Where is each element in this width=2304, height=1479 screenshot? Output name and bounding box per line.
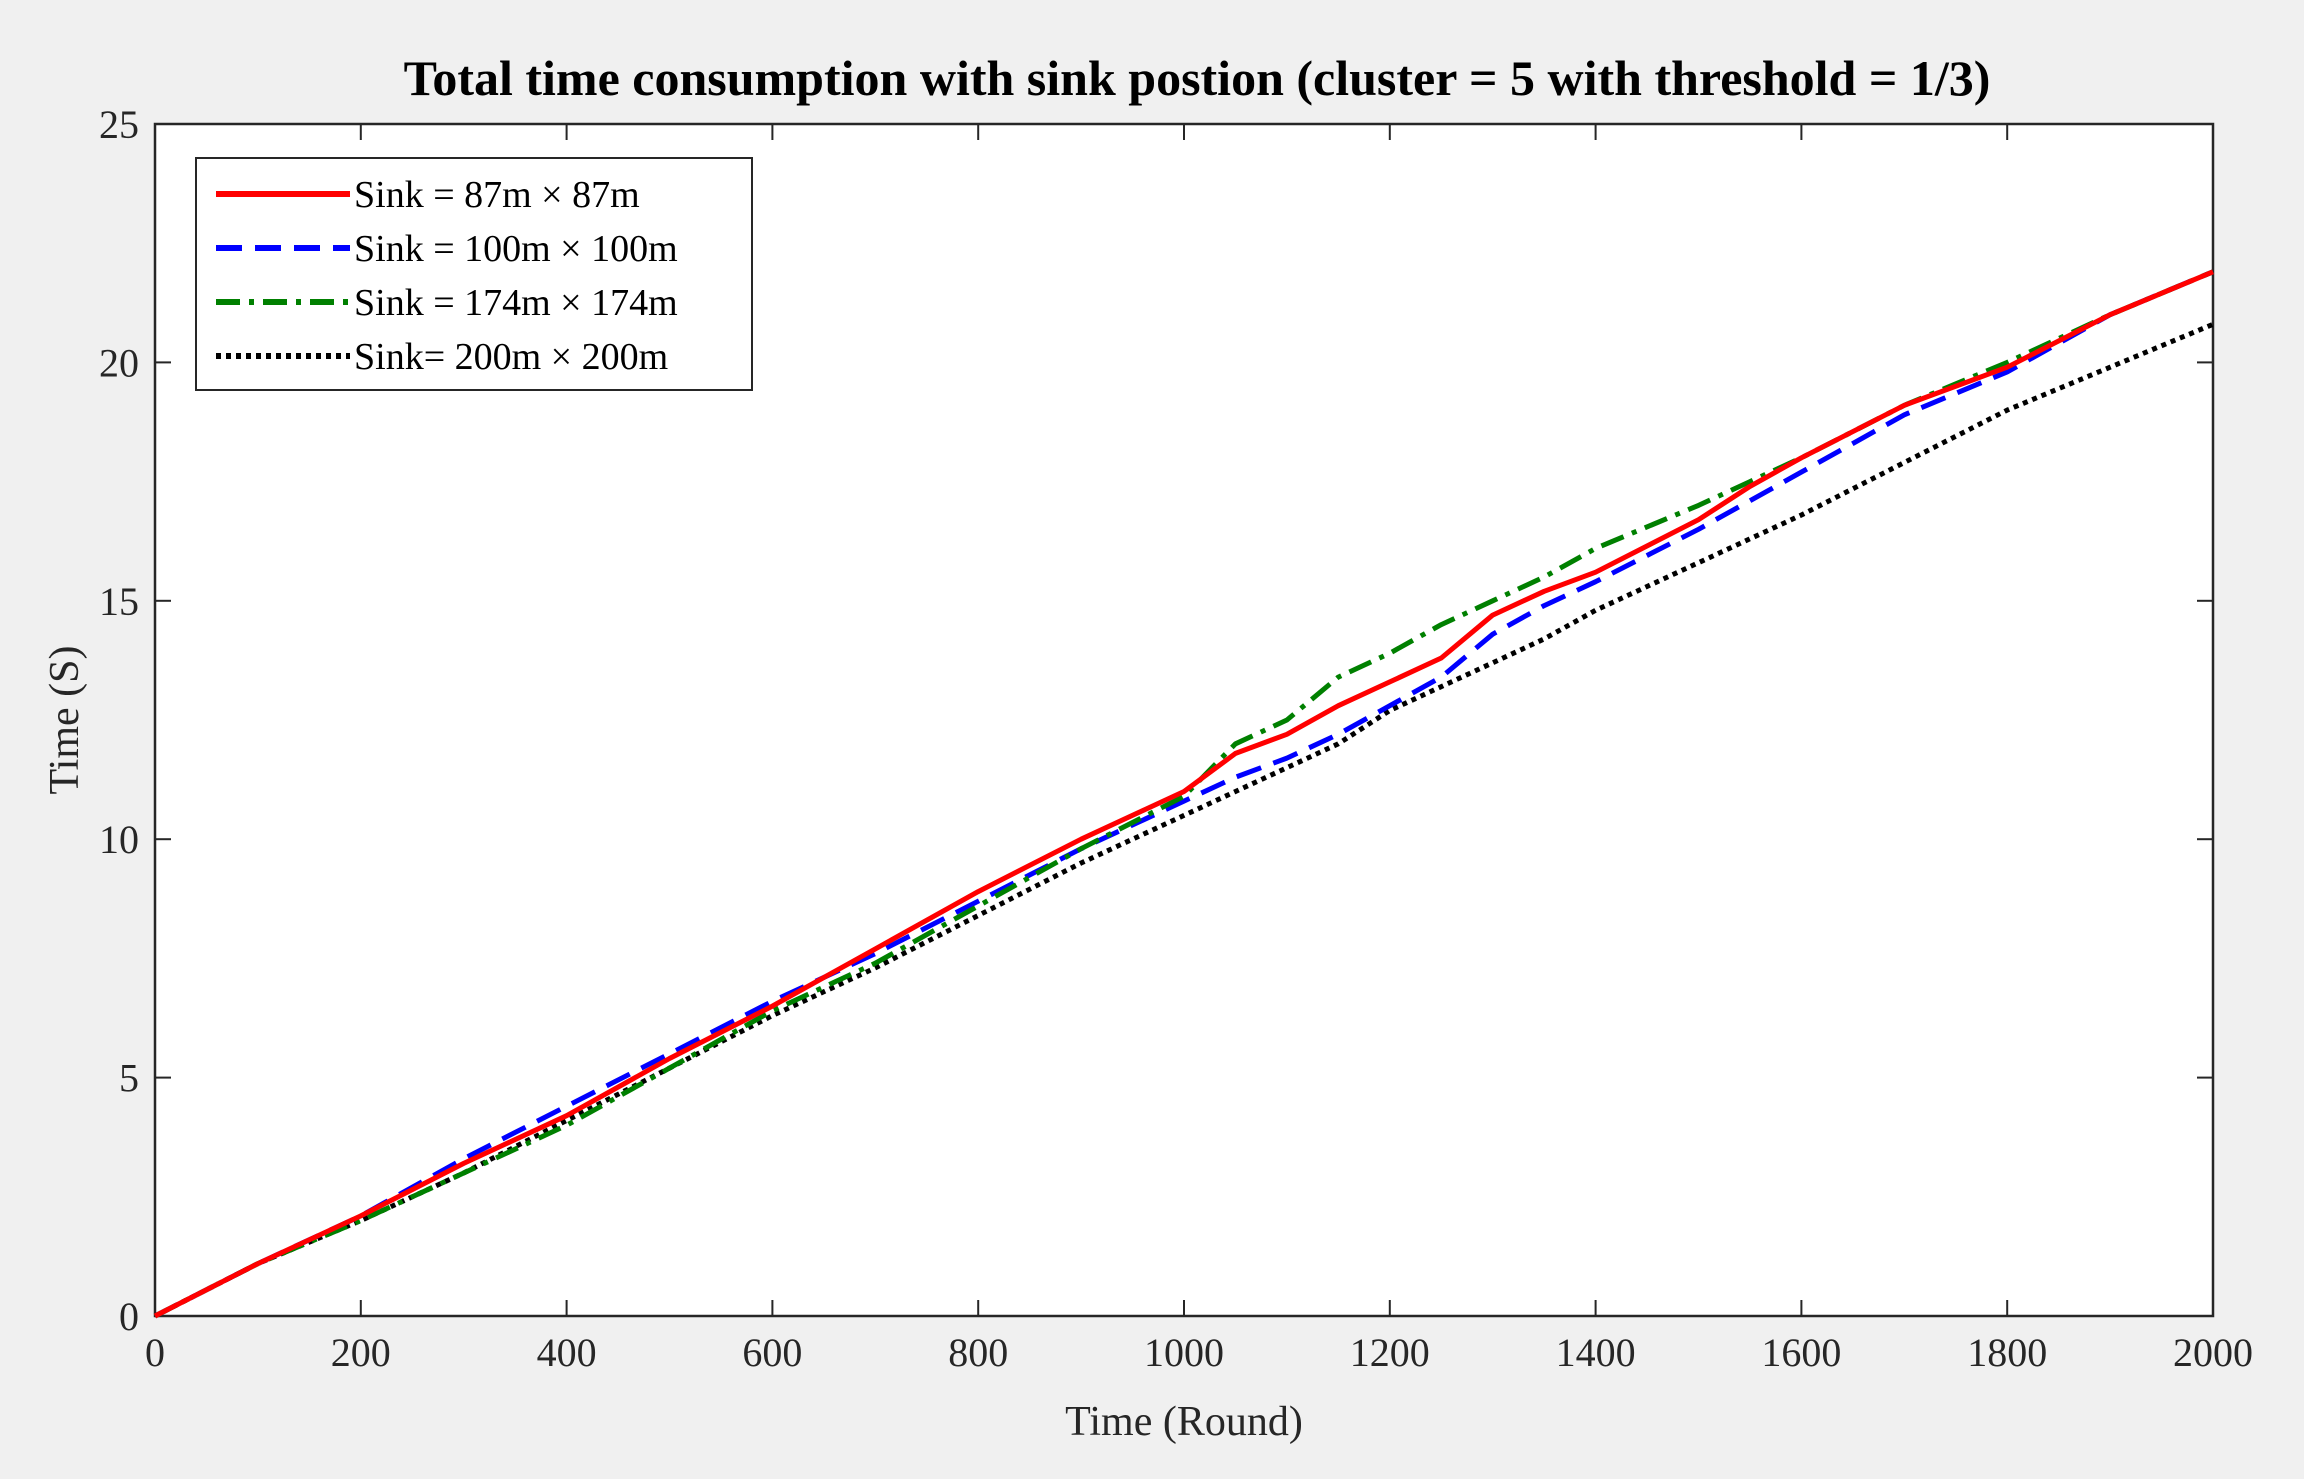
series-lines xyxy=(153,269,2214,1319)
legend: Sink = 87m × 87m Sink = 100m × 100m Sink =… xyxy=(195,157,753,391)
x-tick-label: 800 xyxy=(948,1330,1008,1375)
x-tick-label: 0 xyxy=(145,1330,165,1375)
y-tick-label: 10 xyxy=(99,817,139,862)
x-tick-label: 1800 xyxy=(1967,1330,2047,1375)
y-tick-label: 0 xyxy=(119,1294,139,1339)
x-tick-label: 200 xyxy=(331,1330,391,1375)
y-tick-label: 25 xyxy=(99,102,139,147)
series-line-1 xyxy=(153,269,2214,1319)
y-tick-label: 20 xyxy=(99,340,139,385)
y-tick-label: 5 xyxy=(119,1056,139,1101)
legend-label-1: Sink = 87m × 87m xyxy=(354,174,640,216)
series-line-4 xyxy=(153,321,2214,1319)
x-axis-label: Time (Round) xyxy=(1065,1399,1303,1445)
x-tick-label: 1400 xyxy=(1556,1330,1636,1375)
y-axis-label: Time (S) xyxy=(42,646,88,795)
x-tick-label: 1200 xyxy=(1350,1330,1430,1375)
legend-label-3: Sink = 174m × 174m xyxy=(354,282,678,324)
x-tick-label: 1600 xyxy=(1761,1330,1841,1375)
chart-title: Total time consumption with sink postion… xyxy=(404,50,1991,106)
x-tick-label: 400 xyxy=(537,1330,597,1375)
legend-label-2: Sink = 100m × 100m xyxy=(354,228,678,270)
x-tick-label: 2000 xyxy=(2173,1330,2253,1375)
series-line-2 xyxy=(153,269,2214,1319)
y-tick-label: 15 xyxy=(99,579,139,624)
axis-ticks: 0 200 400 600 800 1000 1200 1400 1600 1800 2000 0 5 1… xyxy=(99,102,2253,1375)
x-tick-label: 1000 xyxy=(1144,1330,1224,1375)
legend-label-4: Sink= 200m × 200m xyxy=(354,336,668,378)
x-tick-label: 600 xyxy=(742,1330,802,1375)
